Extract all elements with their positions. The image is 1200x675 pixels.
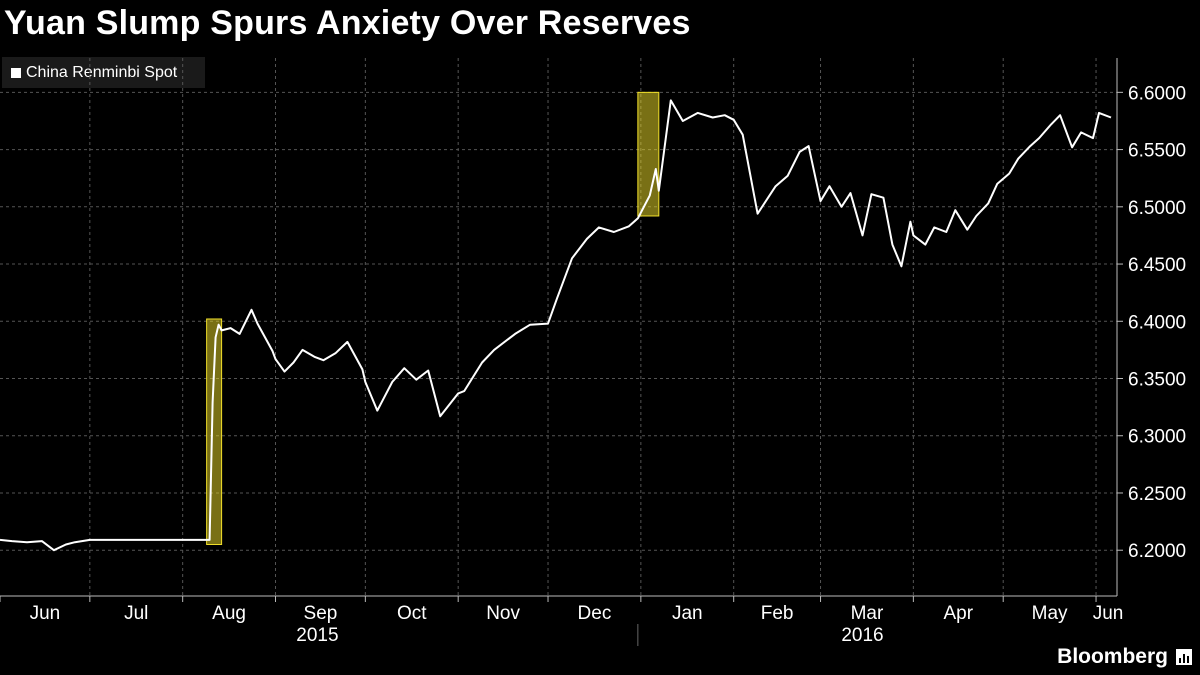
chart-title: Yuan Slump Spurs Anxiety Over Reserves — [4, 4, 691, 42]
y-tick-label: 6.3000 — [1128, 427, 1186, 448]
x-tick-label: Jan — [672, 603, 703, 624]
x-tick-label: Jul — [124, 603, 148, 624]
y-tick-label: 6.2500 — [1128, 484, 1186, 505]
y-tick-label: 6.5000 — [1128, 198, 1186, 219]
y-tick-label: 6.2000 — [1128, 541, 1186, 562]
highlight-box — [637, 91, 660, 217]
x-tick-label: Mar — [851, 603, 884, 624]
y-tick-label: 6.4500 — [1128, 255, 1186, 276]
x-tick-label: May — [1032, 603, 1068, 624]
y-tick-label: 6.5500 — [1128, 141, 1186, 162]
x-tick-label: Sep — [304, 603, 338, 624]
year-label: 2016 — [841, 625, 883, 646]
bloomberg-logo-icon — [1176, 649, 1192, 665]
series-line-china-renminbi-spot — [0, 99, 1112, 552]
bloomberg-logo-text: Bloomberg — [1057, 645, 1168, 668]
y-tick-label: 6.4000 — [1128, 312, 1186, 333]
brand: Bloomberg — [1057, 645, 1192, 669]
x-tick-label: Jun — [1093, 603, 1124, 624]
x-tick-label: Dec — [578, 603, 612, 624]
legend-label: China Renminbi Spot — [26, 63, 178, 81]
x-tick-label: Aug — [212, 603, 246, 624]
legend: China Renminbi Spot — [2, 57, 205, 88]
x-tick-label: Apr — [943, 603, 973, 624]
x-tick-label: Jun — [30, 603, 61, 624]
x-tick-label: Oct — [397, 603, 427, 624]
x-tick-label: Feb — [761, 603, 794, 624]
x-tick-label: Nov — [486, 603, 520, 624]
legend-swatch — [11, 67, 21, 78]
year-label: 2015 — [296, 625, 338, 646]
y-tick-label: 6.6000 — [1128, 83, 1186, 104]
y-tick-label: 6.3500 — [1128, 370, 1186, 391]
